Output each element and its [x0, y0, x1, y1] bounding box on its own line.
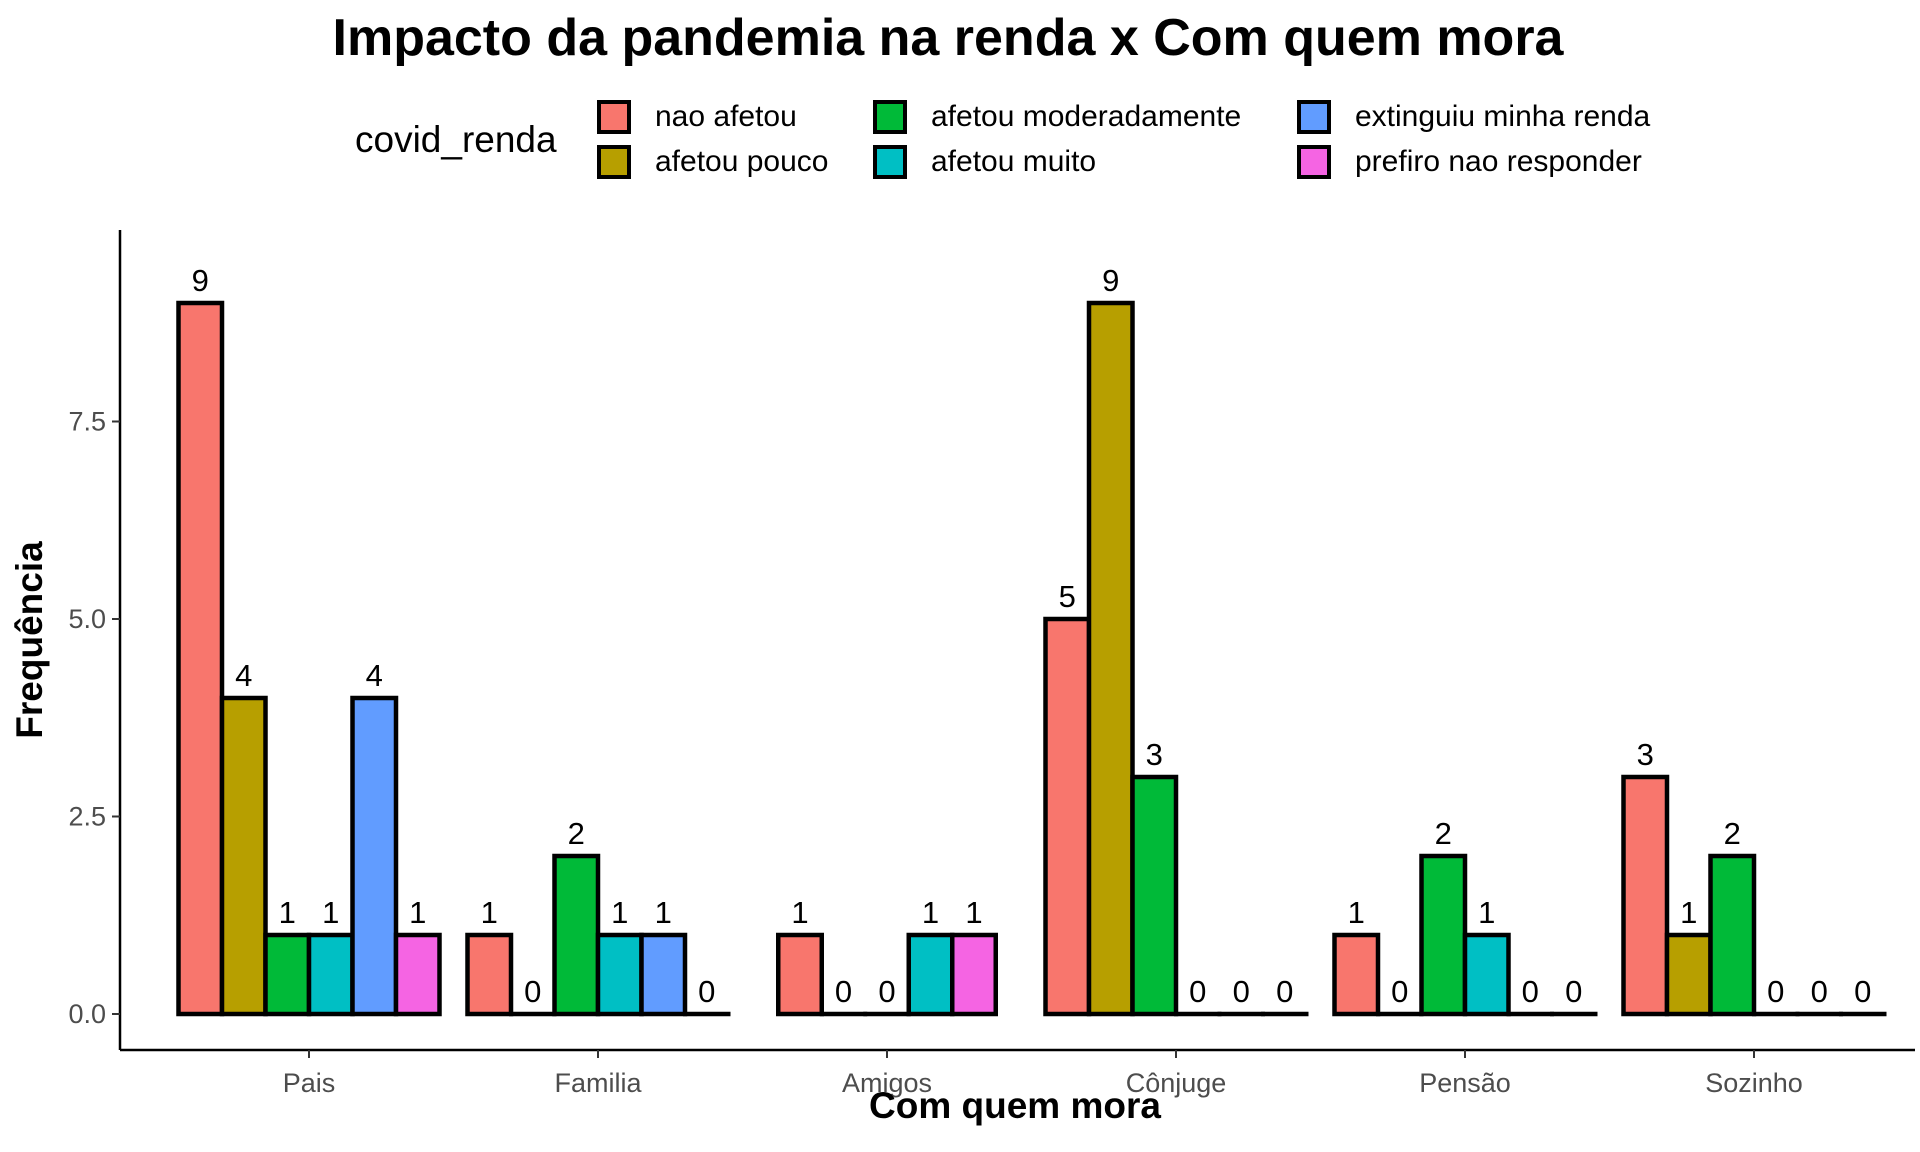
legend-swatch	[1297, 145, 1331, 179]
bar-familia-afetou-muito	[595, 932, 644, 1017]
bar-value-label: 1	[611, 895, 628, 930]
bar-pensao-afetou-muito	[1462, 932, 1511, 1017]
legend-title: covid_renda	[355, 119, 557, 160]
bar-conjuge-afetou-moderadamente	[1130, 774, 1179, 1017]
x-tick-label: Pensão	[1419, 1068, 1511, 1098]
bars	[176, 300, 1887, 1017]
legend-label: afetou muito	[931, 145, 1097, 178]
legend-item-afetou-pouco: afetou pouco	[597, 140, 828, 184]
y-tick-label: 7.5	[68, 407, 106, 437]
legend-swatch	[597, 100, 631, 134]
bar-value-label: 1	[322, 895, 339, 930]
bar-pensao-nao-afetou	[1332, 932, 1381, 1017]
legend-item-nao-afetou: nao afetou	[597, 95, 797, 139]
bar-value-label: 9	[192, 263, 209, 298]
bar-pais-extinguiu-minha-renda	[350, 695, 399, 1017]
bar-value-label: 0	[1854, 974, 1871, 1009]
bar-value-label: 4	[235, 658, 252, 693]
legend-item-extinguiu-minha-renda: extinguiu minha renda	[1297, 95, 1650, 139]
y-axis-title: Frequência	[9, 541, 50, 739]
bar-value-label: 1	[409, 895, 426, 930]
bar-value-label: 1	[1478, 895, 1495, 930]
bar-value-label: 0	[1811, 974, 1828, 1009]
bar-value-label: 1	[791, 895, 808, 930]
bar-value-label: 4	[366, 658, 383, 693]
bar-value-label: 0	[1565, 974, 1582, 1009]
bar-value-label: 3	[1146, 737, 1163, 772]
bar-familia-nao-afetou	[465, 932, 514, 1017]
bar-value-label: 0	[1391, 974, 1408, 1009]
legend-swatch	[597, 145, 631, 179]
bar-value-label: 1	[1680, 895, 1697, 930]
x-tick-label: Amigos	[842, 1068, 932, 1098]
bar-pais-nao-afetou	[176, 300, 225, 1017]
bar-value-label: 0	[1767, 974, 1784, 1009]
bar-value-label: 3	[1637, 737, 1654, 772]
x-tick-label: Pais	[283, 1068, 336, 1098]
y-tick-label: 2.5	[68, 802, 106, 832]
bar-value-label: 2	[1435, 816, 1452, 851]
bar-value-label: 1	[965, 895, 982, 930]
y-tick-label: 5.0	[68, 604, 106, 634]
legend-item-prefiro-nao-responder: prefiro nao responder	[1297, 140, 1642, 184]
bar-amigos-afetou-muito	[906, 932, 955, 1017]
bar-amigos-prefiro-nao-responder	[950, 932, 998, 1017]
legend-label: extinguiu minha renda	[1355, 100, 1651, 133]
bar-value-label: 5	[1059, 579, 1076, 614]
legend-item-afetou-moderadamente: afetou moderadamente	[873, 95, 1241, 139]
bar-familia-extinguiu-minha-renda	[639, 932, 688, 1017]
legend-swatch	[1297, 100, 1331, 134]
x-axis-title: Com quem mora	[869, 1085, 1161, 1126]
bar-sozinho-afetou-moderadamente	[1708, 853, 1757, 1017]
bar-value-label: 1	[1348, 895, 1365, 930]
bar-pais-afetou-muito	[306, 932, 355, 1017]
x-tick-label: Sozinho	[1705, 1068, 1803, 1098]
bar-pensao-afetou-moderadamente	[1419, 853, 1468, 1017]
bar-value-label: 0	[524, 974, 541, 1009]
legend-label: afetou pouco	[655, 145, 829, 178]
bar-value-label: 9	[1102, 263, 1119, 298]
bar-pais-afetou-moderadamente	[263, 932, 312, 1017]
bar-value-label: 0	[698, 974, 715, 1009]
bar-pais-prefiro-nao-responder	[393, 932, 442, 1017]
legend-label: nao afetou	[655, 100, 797, 133]
bar-value-label: 0	[1233, 974, 1250, 1009]
bar-value-label: 0	[1189, 974, 1206, 1009]
legend-swatch	[873, 100, 907, 134]
bar-conjuge-afetou-pouco	[1086, 300, 1135, 1017]
bar-value-label: 1	[655, 895, 672, 930]
legend-label: prefiro nao responder	[1355, 145, 1642, 178]
x-tick-label: Familia	[554, 1068, 642, 1098]
bar-pais-afetou-pouco	[219, 695, 268, 1017]
legend-swatch	[873, 145, 907, 179]
bar-value-label: 1	[279, 895, 296, 930]
bar-sozinho-nao-afetou	[1621, 774, 1670, 1017]
legend-label: afetou moderadamente	[931, 100, 1242, 133]
bar-value-label: 2	[568, 816, 585, 851]
bar-value-label: 0	[878, 974, 895, 1009]
legend-item-afetou-muito: afetou muito	[873, 140, 1096, 184]
axes: 0.0 2.5 5.0 7.5 Pais Familia Amigos Cônjuge Pens…	[68, 230, 1915, 1098]
bar-value-label: 1	[481, 895, 498, 930]
x-tick-label: Cônjuge	[1126, 1068, 1227, 1098]
bar-value-label: 0	[835, 974, 852, 1009]
bar-familia-afetou-moderadamente	[552, 853, 601, 1017]
bar-value-label: 0	[1276, 974, 1293, 1009]
bar-value-label: 0	[1522, 974, 1539, 1009]
y-tick-label: 0.0	[68, 999, 106, 1029]
bar-sozinho-afetou-pouco	[1664, 932, 1713, 1017]
chart-title: Impacto da pandemia na renda x Com quem …	[332, 9, 1564, 67]
bar-value-label: 2	[1724, 816, 1741, 851]
bar-conjuge-nao-afetou	[1043, 616, 1092, 1017]
bar-amigos-nao-afetou	[776, 932, 824, 1017]
bar-value-label: 1	[922, 895, 939, 930]
